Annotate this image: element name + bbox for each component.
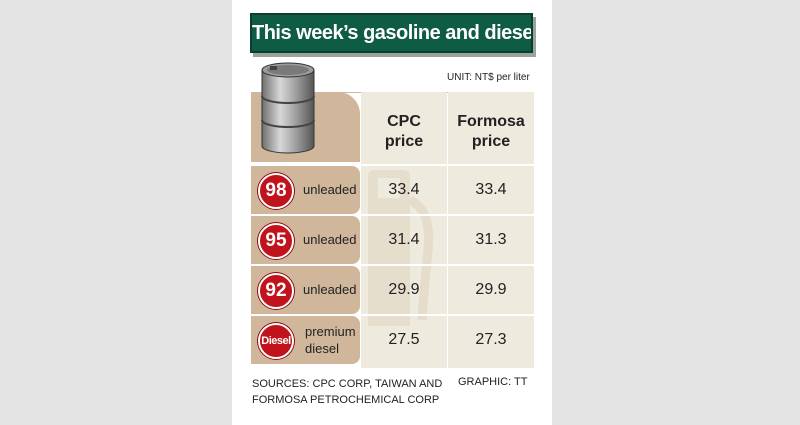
- cpc-price-value: 33.4: [388, 181, 420, 198]
- cpc-price-value: 29.9: [388, 281, 420, 298]
- infographic-title: This week’s gasoline and diesel prices: [250, 13, 533, 53]
- formosa-header-line1: Formosa: [457, 113, 525, 130]
- fuel-type-label: unleaded: [303, 282, 357, 297]
- formosa-column-bg: [448, 92, 534, 368]
- row-divider: [360, 314, 534, 316]
- formosa-price-value: 33.4: [475, 181, 507, 198]
- sources-note: SOURCES: CPC CORP, TAIWAN AND FORMOSA PE…: [252, 376, 442, 408]
- fuel-type-label: unleaded: [303, 182, 357, 197]
- graphic-credit: GRAPHIC: TT: [458, 376, 528, 388]
- cpc-header-line1: CPC: [387, 113, 421, 130]
- oil-barrel-icon: [261, 62, 315, 154]
- octane-badge: 92: [258, 273, 294, 309]
- fuel-pump-icon: [368, 170, 434, 326]
- row-divider: [360, 264, 534, 266]
- row-divider: [360, 214, 534, 216]
- sources-line2: FORMOSA PETROCHEMICAL CORP: [252, 394, 440, 406]
- table-row: 95 unleaded 31.4 31.3: [251, 216, 534, 264]
- formosa-price-header: Formosa price: [448, 112, 534, 152]
- fuel-type-line1: premium: [305, 324, 356, 339]
- table-row: Diesel premium diesel 27.5 27.3: [251, 316, 534, 364]
- sources-line1: SOURCES: CPC CORP, TAIWAN AND: [252, 378, 443, 390]
- octane-badge: 95: [258, 223, 294, 259]
- cpc-price-value: 31.4: [388, 231, 420, 248]
- formosa-price-value: 31.3: [475, 231, 507, 248]
- formosa-price-value: 29.9: [475, 281, 507, 298]
- table-row: 98 unleaded 33.4 33.4: [251, 166, 534, 214]
- cpc-header-line2: price: [384, 133, 424, 150]
- row-divider: [360, 164, 534, 166]
- formosa-header-line2: price: [471, 133, 511, 150]
- octane-badge: 98: [258, 173, 294, 209]
- formosa-price-value: 27.3: [475, 331, 507, 348]
- fuel-type-label: unleaded: [303, 232, 357, 247]
- diesel-badge: Diesel: [258, 323, 294, 359]
- cpc-price-header: CPC price: [361, 112, 447, 152]
- fuel-type-line2: diesel: [305, 341, 339, 356]
- table-row: 92 unleaded 29.9 29.9: [251, 266, 534, 314]
- unit-label: UNIT: NT$ per liter: [447, 72, 530, 83]
- fuel-type-label: premium diesel: [305, 323, 356, 357]
- cpc-price-value: 27.5: [388, 331, 420, 348]
